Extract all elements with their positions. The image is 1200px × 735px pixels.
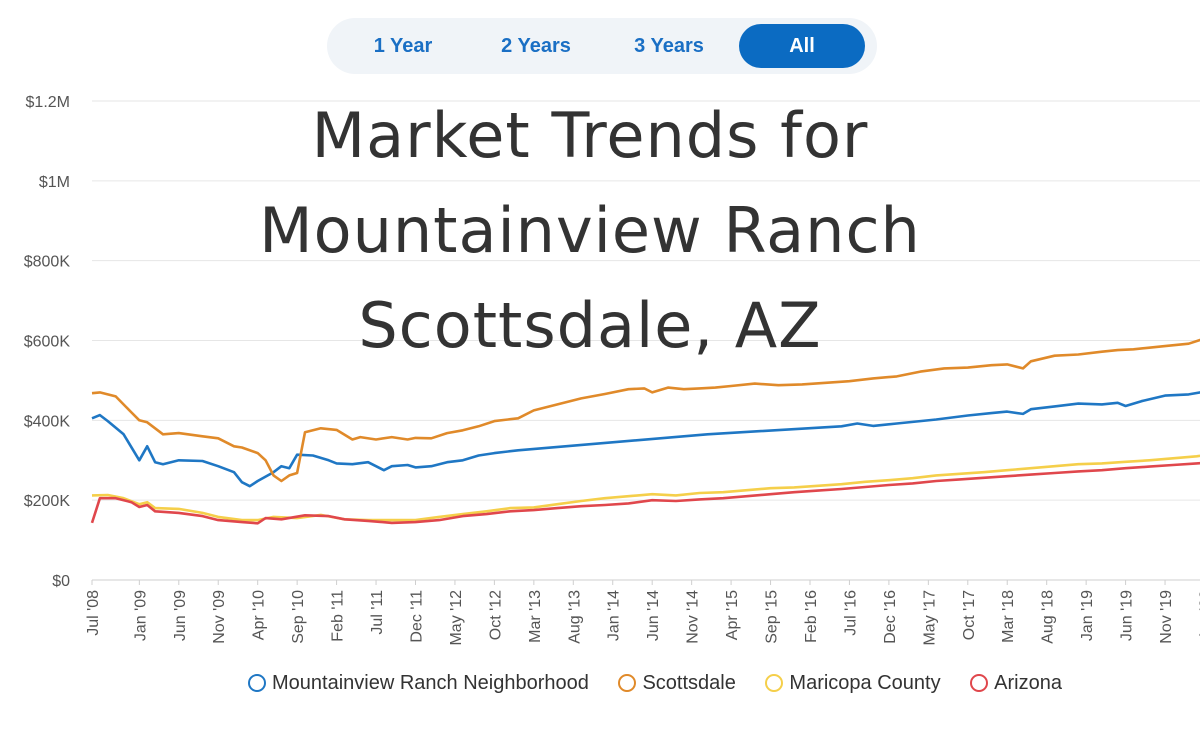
x-tick-label: Feb '16 [803,590,820,643]
y-tick-label: $600K [24,334,71,351]
legend-label-maricopa: Maricopa County [789,672,941,695]
grid-layer [92,100,1200,581]
x-tick-label: Sep '10 [290,590,307,644]
x-tick-label: Jul '11 [369,590,386,635]
legend-item-maricopa[interactable]: Maricopa County [765,672,941,695]
x-tick-label: Nov '14 [685,590,702,644]
chart-legend: Mountainview Ranch Neighborhood Scottsda… [0,672,1200,695]
x-tick-label: Jan '19 [1079,590,1096,641]
x-tick-label: Jul '08 [85,590,102,636]
x-tick-label: Nov '19 [1158,590,1175,644]
x-tick-label: Oct '12 [487,590,504,640]
y-tick-label: $1M [39,174,70,191]
y-tick-label: $1.2M [26,94,70,111]
series-line-scottsdale [91,338,1200,483]
x-tick-label: Apr '10 [251,590,268,640]
title-line-2: Mountainview Ranch [259,194,921,267]
x-tick-label: Feb '11 [330,590,347,642]
legend-swatch-scottsdale [618,674,637,693]
x-tick-label: Mar '18 [1000,590,1017,643]
series-line-mountainview-ranch-neighborhood [91,391,1200,488]
x-tick-label: Jul '16 [842,590,859,636]
x-tick-label: Aug '13 [566,590,583,644]
x-axis: Jul '08 Jan '09 Jun '09 Nov '09 Apr '10 Sep '… [85,580,1200,646]
y-tick-label: $0 [52,573,70,590]
title-line-3: Scottsdale, AZ [358,289,822,362]
range-tab-bar: 1 Year 2 Years 3 Years All [327,18,877,74]
x-tick-label: Apr '15 [724,590,741,640]
tab-2-years[interactable]: 2 Years [501,35,571,57]
series-line-arizona [90,461,1200,525]
title-line-1: Market Trends for [311,99,869,172]
legend-swatch-neighborhood [248,674,267,693]
x-tick-label: Jun '14 [645,590,662,641]
y-tick-label: $800K [24,254,71,271]
x-tick-label: Oct '17 [961,590,978,640]
x-tick-label: Dec '16 [882,590,899,644]
y-tick-label: $200K [24,493,71,510]
legend-swatch-arizona [970,674,989,693]
x-tick-label: Aug '18 [1040,590,1057,644]
x-tick-label: Nov '09 [211,590,228,644]
x-tick-label: Jun '09 [172,590,189,641]
x-tick-label: Sep '15 [764,590,781,644]
tab-1-year[interactable]: 1 Year [373,35,433,57]
legend-swatch-maricopa [765,674,784,693]
x-tick-label: Dec '11 [408,590,425,643]
chart-title: Market Trends for Mountainview Ranch Sco… [0,88,1180,373]
legend-label-arizona: Arizona [994,672,1062,695]
x-tick-label: May '12 [448,590,465,646]
y-axis: $0 $200K $400K $600K $800K $1M $1.2M [24,94,71,590]
legend-item-neighborhood[interactable]: Mountainview Ranch Neighborhood [248,672,589,695]
tab-all[interactable]: All [739,24,865,68]
legend-item-scottsdale[interactable]: Scottsdale [618,672,736,695]
legend-label-neighborhood: Mountainview Ranch Neighborhood [272,672,589,695]
legend-item-arizona[interactable]: Arizona [970,672,1062,695]
series-layer [90,338,1200,525]
x-tick-label: Apr '20 [1197,590,1200,640]
legend-label-scottsdale: Scottsdale [642,672,736,695]
tab-3-years[interactable]: 3 Years [634,35,704,57]
x-tick-label: Jan '09 [132,590,149,641]
y-tick-label: $400K [24,413,71,430]
x-tick-label: Jun '19 [1119,590,1136,641]
x-tick-label: Jan '14 [606,590,623,641]
series-line-maricopa-county [91,454,1200,522]
x-tick-label: May '17 [921,590,938,646]
x-tick-label: Mar '13 [527,590,544,643]
